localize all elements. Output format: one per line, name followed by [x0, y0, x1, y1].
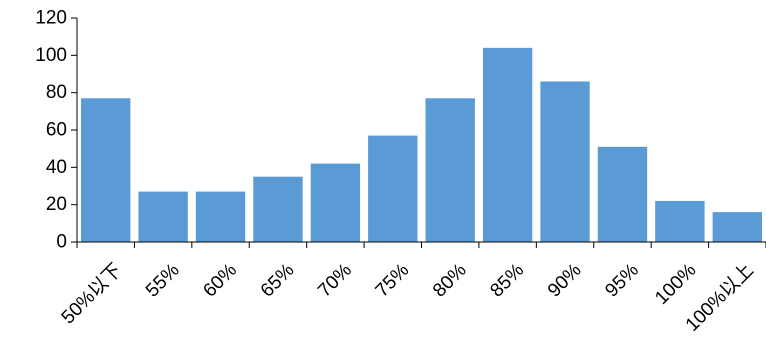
bar — [425, 98, 475, 243]
x-tick-label: 70% — [314, 260, 356, 302]
x-tick-label: 50%以下 — [58, 260, 127, 329]
bar — [597, 146, 648, 242]
x-tick-label: 100% — [651, 260, 700, 309]
y-axis: 0 20 40 60 80 100 120 — [35, 8, 78, 253]
x-tick-label: 95% — [601, 260, 643, 302]
y-tick-label: 100 — [35, 45, 67, 66]
x-tick-label: 80% — [429, 260, 471, 302]
bar — [368, 135, 418, 242]
bar — [138, 191, 188, 242]
y-tick-label: 60 — [46, 120, 67, 141]
y-tick-label: 80 — [46, 82, 67, 103]
bar — [253, 176, 303, 242]
bar — [195, 191, 246, 242]
x-tick-label: 75% — [372, 260, 414, 302]
bar — [482, 47, 533, 242]
bar — [81, 98, 131, 243]
y-tick-label: 0 — [56, 232, 67, 253]
x-tick-label: 65% — [257, 260, 299, 302]
bar — [712, 212, 762, 242]
x-axis: 50%以下 55% 60% 65% 70% 75% 80% 85% 90% 95% 100%100%… — [58, 241, 766, 336]
bar — [540, 81, 590, 242]
y-tick-label: 120 — [35, 8, 67, 29]
x-tick-label: 60% — [199, 260, 241, 302]
x-tick-label: 85% — [486, 260, 528, 302]
x-tick-label: 90% — [544, 260, 586, 302]
y-tick-label: 20 — [46, 194, 67, 215]
y-tick-label: 40 — [46, 157, 67, 178]
bar — [310, 163, 361, 242]
bar — [655, 200, 705, 242]
bars — [81, 47, 762, 243]
x-tick-label: 55% — [142, 260, 184, 302]
